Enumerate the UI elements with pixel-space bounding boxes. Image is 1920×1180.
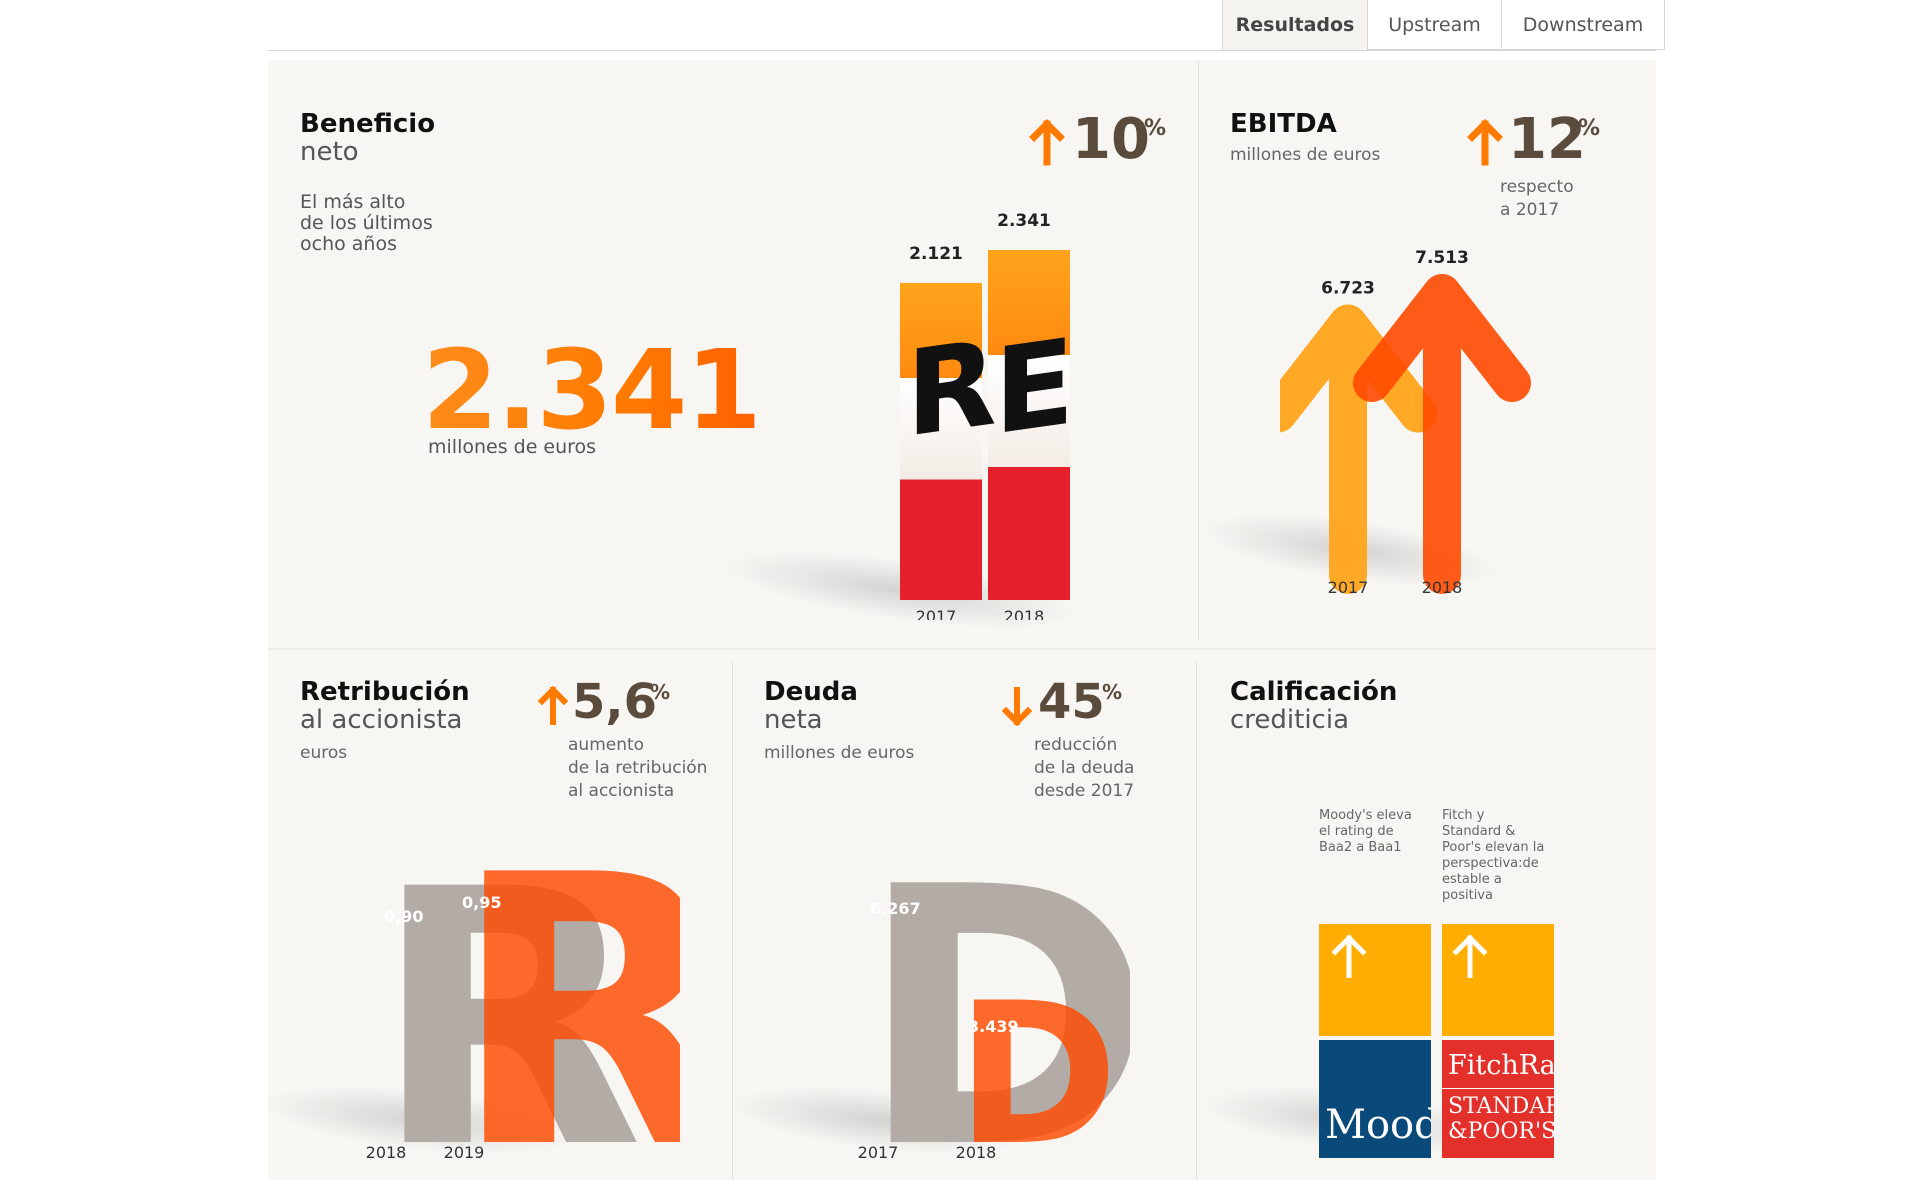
- moodys-logo: Mood: [1319, 1040, 1431, 1158]
- ebitda-unit: millones de euros: [1230, 145, 1381, 165]
- arrow-up-icon: [537, 685, 569, 725]
- beneficio-glyph-R: R: [906, 314, 997, 464]
- deuda-glyph-2018: D: [956, 962, 1118, 1160]
- beneficio-note: El más alto de los últimos ocho años: [300, 191, 433, 255]
- fitch-logo-text: FitchRat: [1448, 1050, 1554, 1081]
- logo-divider: [1442, 1088, 1554, 1089]
- tabs-underline: [268, 50, 1656, 51]
- beneficio-big-value: 2.341: [422, 326, 762, 454]
- divider-bottom-1: [732, 662, 733, 1180]
- beneficio-glyph-E: E: [994, 313, 1075, 462]
- deuda-subtitle: neta: [764, 705, 823, 735]
- deuda-title: Deuda: [764, 677, 858, 707]
- retribucion-subtitle: al accionista: [300, 705, 463, 735]
- arrow-down-icon: [1001, 687, 1033, 727]
- retribucion-change-note: aumento de la retribución al accionista: [568, 735, 708, 801]
- tab-resultados[interactable]: Resultados: [1222, 0, 1368, 50]
- retribucion-change-symbol: %: [650, 680, 671, 704]
- beneficio-year-label: 2018: [1004, 607, 1045, 620]
- retribucion-card: Retribución al accionista euros: [300, 678, 470, 765]
- deuda-change-value: 45: [1038, 674, 1105, 730]
- calificacion-subtitle: crediticia: [1230, 705, 1350, 735]
- fitch-sp-logo: FitchRat STANDAR &POOR'S: [1442, 1040, 1554, 1158]
- arrow-up-icon: [1452, 934, 1488, 978]
- deuda-card: Deuda neta millones de euros: [764, 678, 914, 765]
- beneficio-value-label: 2.121: [909, 244, 963, 264]
- beneficio-change-symbol: %: [1144, 116, 1167, 141]
- deuda-glyph-2017: D: [858, 870, 1130, 1160]
- beneficio-year-label: 2017: [916, 607, 957, 620]
- retribucion-year-label: 2018: [366, 1143, 407, 1160]
- arrow-up-icon: [1331, 934, 1367, 978]
- retribucion-unit: euros: [300, 743, 348, 763]
- retribucion-chart: RR 0,90 2018 0,95 2019: [366, 860, 680, 1160]
- moodys-upgrade-tile: [1319, 924, 1431, 1036]
- arrow-up-icon: [1467, 119, 1503, 166]
- divider-top: [1198, 60, 1199, 640]
- beneficio-subtitle: neto: [300, 137, 359, 167]
- retribucion-glyph-2018: R: [372, 860, 644, 1160]
- beneficio-bar-2017: [900, 282, 982, 600]
- beneficio-chart: RE 2.121 2017 2.341 2018: [900, 211, 1075, 620]
- ebitda-chart: 6.723 2017 7.513 2018: [1280, 248, 1531, 597]
- beneficio-value-label: 2.341: [997, 211, 1051, 231]
- moodys-note: Moody's eleva el rating de Baa2 a Baa1: [1319, 808, 1412, 855]
- ebitda-year-label: 2018: [1422, 578, 1463, 597]
- beneficio-bar-2018: [988, 250, 1070, 600]
- retribucion-title: Retribución: [300, 677, 470, 707]
- fitch-sp-note: Fitch y Standard & Poor's elevan la pers…: [1442, 808, 1545, 903]
- deuda-unit: millones de euros: [764, 743, 915, 763]
- beneficio-big-unit: millones de euros: [428, 436, 597, 458]
- ebitda-value-label: 7.513: [1415, 248, 1469, 268]
- tab-upstream[interactable]: Upstream: [1367, 0, 1502, 50]
- retribucion-value-label: 0,95: [462, 893, 501, 912]
- deuda-year-label: 2017: [858, 1143, 899, 1160]
- ebitda-change-note: respecto a 2017: [1500, 177, 1574, 220]
- deuda-value-label: 6.267: [870, 899, 921, 918]
- moodys-logo-text: Mood: [1325, 1102, 1431, 1148]
- divider-middle: [268, 648, 1656, 650]
- retribucion-value-label: 0,90: [384, 907, 423, 926]
- deuda-value-label: 3.439: [968, 1017, 1019, 1036]
- calificacion-card: Calificación crediticia: [1230, 678, 1397, 734]
- retribucion-glyph-2019: R: [450, 860, 680, 1160]
- deuda-change-note: reducción de la deuda desde 2017: [1034, 735, 1135, 801]
- ebitda-value-label: 6.723: [1321, 278, 1375, 298]
- arrow-up-icon: [1029, 119, 1065, 166]
- fitch-sp-upgrade-tile: [1442, 924, 1554, 1036]
- deuda-year-label: 2018: [956, 1143, 997, 1160]
- ebitda-change-value: 12: [1508, 107, 1586, 172]
- ebitda-arrow-2018: [1353, 274, 1531, 594]
- retribucion-year-label: 2019: [444, 1143, 485, 1160]
- beneficio-change-value: 10: [1072, 107, 1150, 172]
- calificacion-title: Calificación: [1230, 677, 1398, 707]
- divider-bottom-2: [1196, 662, 1197, 1180]
- retribucion-change-value: 5,6: [572, 674, 658, 730]
- ebitda-card: EBITDA millones de euros: [1230, 110, 1380, 167]
- ebitda-change-symbol: %: [1578, 116, 1601, 141]
- ebitda-year-label: 2017: [1328, 578, 1369, 597]
- deuda-change-symbol: %: [1102, 680, 1123, 704]
- beneficio-card: Beneficio neto: [300, 110, 435, 166]
- beneficio-title: Beneficio: [300, 109, 436, 139]
- tab-downstream[interactable]: Downstream: [1501, 0, 1665, 50]
- ebitda-title: EBITDA: [1230, 109, 1337, 139]
- sp-logo-text: STANDAR &POOR'S: [1448, 1094, 1554, 1144]
